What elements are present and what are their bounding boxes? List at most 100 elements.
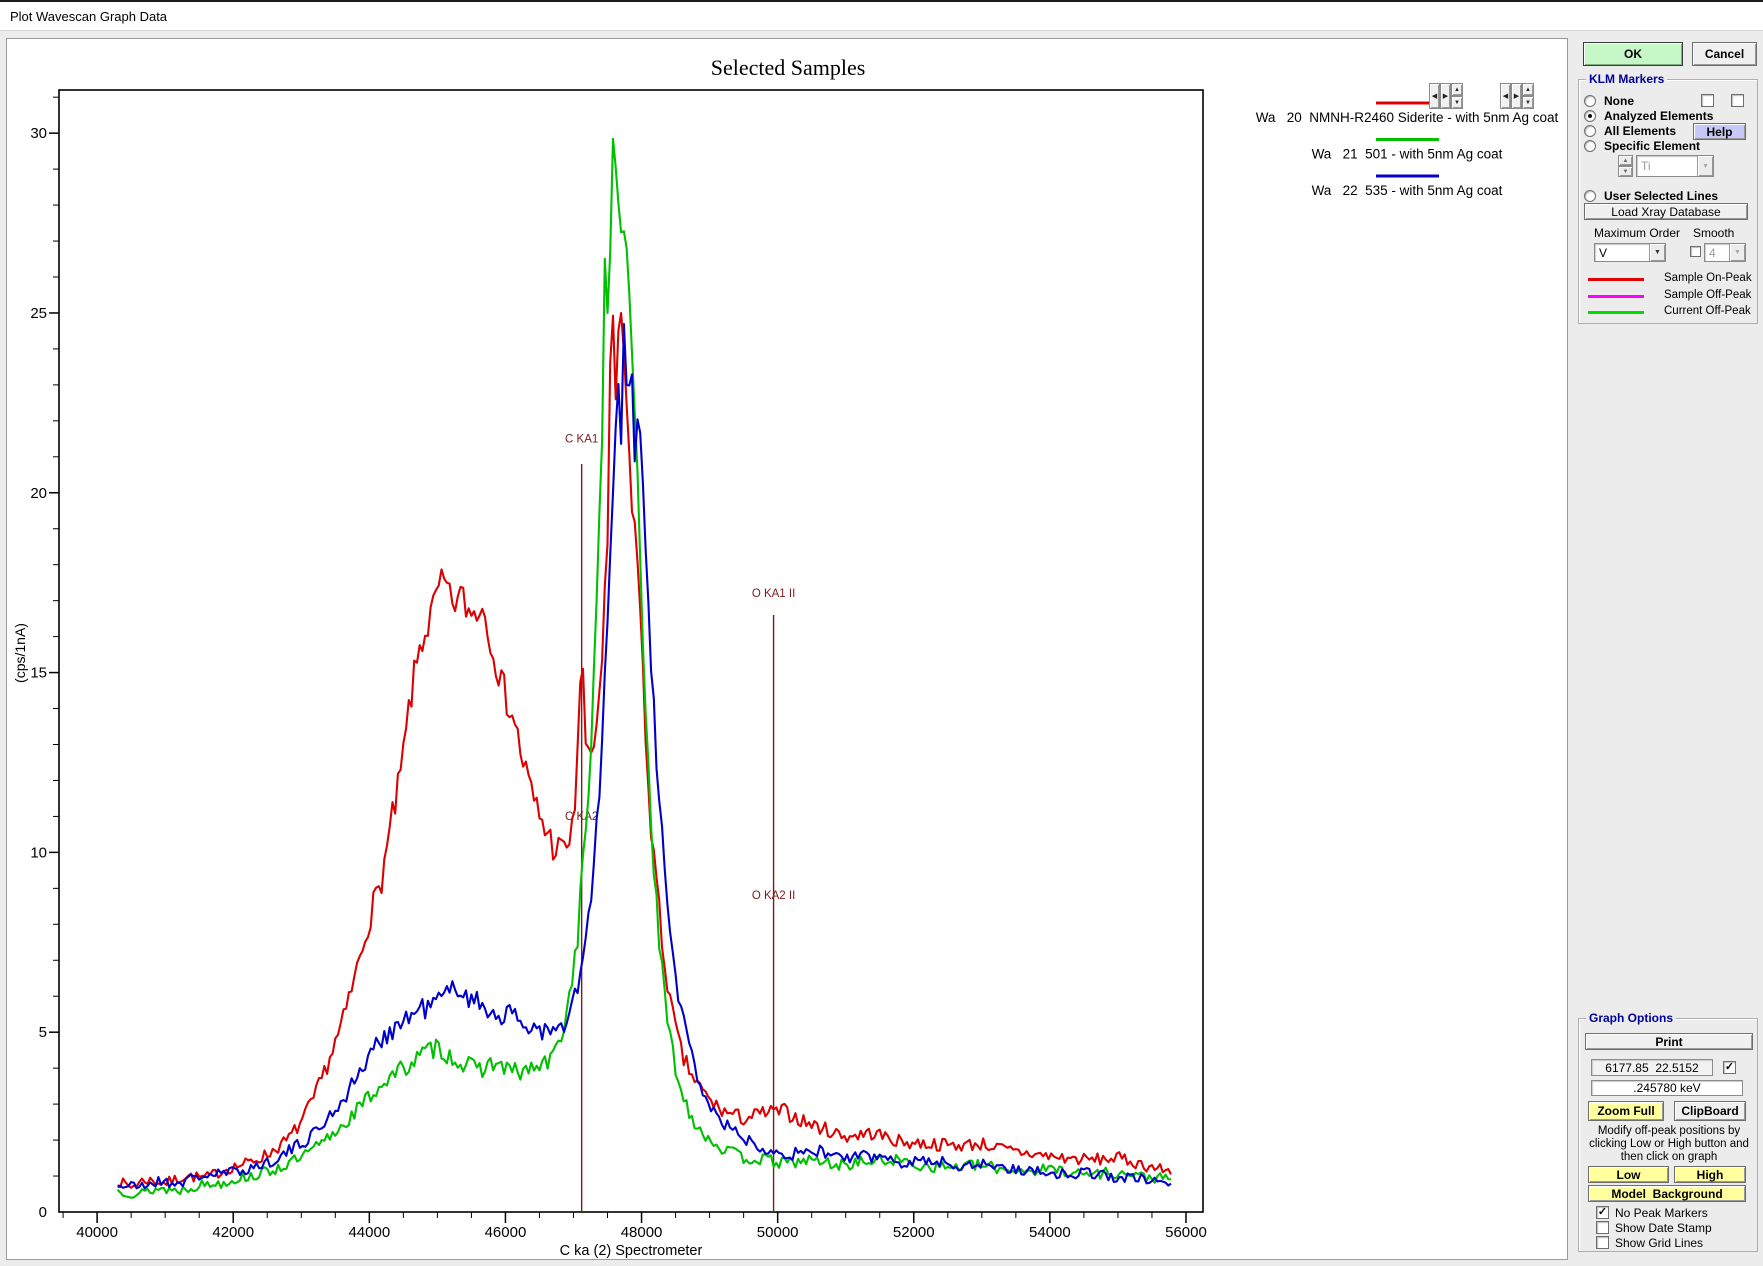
current-off-peak-swatch	[1588, 311, 1644, 314]
radio-all-elements-label: All Elements	[1604, 124, 1677, 138]
radio-user-selected-lines[interactable]	[1584, 190, 1596, 202]
window-title: Plot Wavescan Graph Data	[10, 8, 168, 24]
x-tick-label: 44000	[348, 1224, 390, 1241]
chevron-down-icon[interactable]: ▼	[1729, 244, 1745, 261]
step-right-icon[interactable]: ▶	[1440, 83, 1451, 109]
no-peak-markers-checkbox[interactable]: ✓	[1596, 1206, 1609, 1219]
x-tick-label: 40000	[76, 1224, 118, 1241]
y-tick-label: 20	[30, 485, 47, 502]
maximum-order-value: V	[1599, 245, 1608, 260]
plot-border	[58, 89, 1204, 1213]
load-xray-database-button[interactable]: Load Xray Database	[1584, 203, 1748, 220]
legend-label-0: Wa 20 NMNH-R2460 Siderite - with 5nm Ag …	[1256, 110, 1559, 125]
chart-title: Selected Samples	[711, 55, 866, 80]
series-line-2	[117, 322, 1172, 1190]
sample-off-peak-label: Sample Off-Peak	[1664, 289, 1752, 301]
klm-markers-title: KLM Markers	[1586, 72, 1668, 86]
step-up-icon[interactable]: ▲	[1451, 83, 1463, 96]
radio-none[interactable]	[1584, 95, 1596, 107]
step-down-icon[interactable]: ▼	[1522, 96, 1534, 109]
element-select-value: Ti	[1641, 159, 1651, 173]
chevron-down-icon[interactable]: ▼	[1649, 244, 1665, 261]
off-peak-hint-line3: then click on graph	[1620, 1151, 1718, 1163]
element-select[interactable]: Ti ▼	[1636, 155, 1714, 177]
print-button[interactable]: Print	[1585, 1033, 1753, 1050]
low-button[interactable]: Low	[1588, 1166, 1669, 1183]
x-tick-label: 54000	[1029, 1224, 1071, 1241]
step-left-icon[interactable]: ◀	[1429, 83, 1440, 109]
series-line-1	[116, 137, 1172, 1199]
kev-readout: .245780 keV	[1591, 1080, 1743, 1096]
spinner-up-icon[interactable]: ▲	[1618, 155, 1633, 166]
klm-checkbox-2[interactable]	[1731, 94, 1744, 107]
smooth-size-value: 4	[1709, 245, 1716, 260]
legend-label-1: Wa 21 501 - with 5nm Ag coat	[1312, 147, 1503, 162]
y-tick-label: 10	[30, 844, 47, 861]
step-right-icon[interactable]: ▶	[1511, 83, 1522, 109]
radio-user-selected-lines-label: User Selected Lines	[1604, 189, 1719, 203]
maximum-order-label: Maximum Order	[1594, 226, 1681, 240]
radio-specific-element[interactable]	[1584, 140, 1596, 152]
x-tick-label: 46000	[485, 1224, 527, 1241]
show-grid-lines-label: Show Grid Lines	[1615, 1236, 1704, 1250]
zoom-full-button[interactable]: Zoom Full	[1588, 1101, 1664, 1121]
y-axis-label: (cps/1nA)	[12, 623, 28, 683]
show-grid-lines-checkbox[interactable]	[1596, 1236, 1609, 1249]
current-off-peak-label: Current Off-Peak	[1664, 305, 1751, 317]
y-tick-label: 25	[30, 305, 47, 322]
radio-specific-element-label: Specific Element	[1604, 139, 1701, 153]
chevron-down-icon[interactable]: ▼	[1697, 156, 1713, 176]
klm-marker-label-o-ka2-ii: O KA2 II	[752, 890, 795, 902]
klm-checkbox-1[interactable]	[1701, 94, 1714, 107]
y-tick-label: 5	[39, 1024, 47, 1041]
step-left-icon[interactable]: ◀	[1500, 83, 1511, 109]
scan-range-stepper-left: ◀ ▶ ▲ ▼	[1429, 83, 1463, 109]
cursor-readout-checkbox[interactable]: ✓	[1723, 1061, 1736, 1074]
smooth-label: Smooth	[1693, 226, 1735, 240]
step-down-icon[interactable]: ▼	[1451, 96, 1463, 109]
no-peak-markers-label: No Peak Markers	[1615, 1206, 1708, 1220]
x-tick-label: 56000	[1165, 1224, 1207, 1241]
model-background-button[interactable]: Model Background	[1588, 1185, 1746, 1202]
series-line-0	[117, 311, 1172, 1189]
clipboard-button[interactable]: ClipBoard	[1674, 1101, 1746, 1121]
smooth-checkbox[interactable]	[1690, 246, 1701, 257]
x-tick-label: 42000	[212, 1224, 254, 1241]
show-date-stamp-label: Show Date Stamp	[1615, 1221, 1712, 1235]
sample-off-peak-swatch	[1588, 295, 1644, 298]
y-tick-label: 15	[30, 665, 47, 682]
sample-on-peak-label: Sample On-Peak	[1664, 272, 1752, 284]
show-date-stamp-checkbox[interactable]	[1596, 1221, 1609, 1234]
klm-marker-label-o-ka1-ii: O KA1 II	[752, 588, 795, 600]
legend-label-2: Wa 22 535 - with 5nm Ag coat	[1312, 183, 1503, 198]
smooth-size-select[interactable]: 4 ▼	[1704, 243, 1746, 262]
radio-all-elements[interactable]	[1584, 125, 1596, 137]
wavescan-chart[interactable]: 40000 42000 44000 46000 48000 50000 52000 54000…	[7, 39, 1569, 1261]
x-tick-label: 52000	[893, 1224, 935, 1241]
cancel-button[interactable]: Cancel	[1692, 42, 1757, 66]
graph-options-title: Graph Options	[1586, 1011, 1676, 1025]
ok-button[interactable]: OK	[1583, 42, 1683, 66]
spinner-down-icon[interactable]: ▼	[1618, 166, 1633, 177]
radio-analyzed-elements-label: Analyzed Elements	[1604, 109, 1714, 123]
step-up-icon[interactable]: ▲	[1522, 83, 1534, 96]
cursor-position-readout: 6177.85 22.5152	[1591, 1059, 1713, 1076]
scan-range-stepper-right: ◀ ▶ ▲ ▼	[1500, 83, 1534, 109]
sample-on-peak-swatch	[1588, 278, 1644, 281]
off-peak-hint-line1: Modify off-peak positions by	[1597, 1125, 1741, 1137]
maximum-order-select[interactable]: V ▼	[1594, 243, 1666, 262]
y-tick-label: 30	[30, 125, 47, 142]
title-bar: Plot Wavescan Graph Data	[0, 2, 1763, 31]
klm-marker-label-c-ka2: C KA2	[565, 811, 598, 823]
x-tick-label: 50000	[757, 1224, 799, 1241]
chart-panel: 40000 42000 44000 46000 48000 50000 52000 54000…	[6, 38, 1568, 1260]
klm-markers-group: KLM Markers None Analyzed Elements All E…	[1578, 72, 1758, 324]
x-tick-label: 48000	[621, 1224, 663, 1241]
y-tick-label: 0	[39, 1204, 47, 1221]
high-button[interactable]: High	[1674, 1166, 1746, 1183]
radio-none-label: None	[1604, 94, 1634, 108]
element-spinner[interactable]: ▲ ▼	[1618, 155, 1633, 177]
radio-analyzed-elements[interactable]	[1584, 110, 1596, 122]
help-button[interactable]: Help	[1693, 123, 1746, 140]
